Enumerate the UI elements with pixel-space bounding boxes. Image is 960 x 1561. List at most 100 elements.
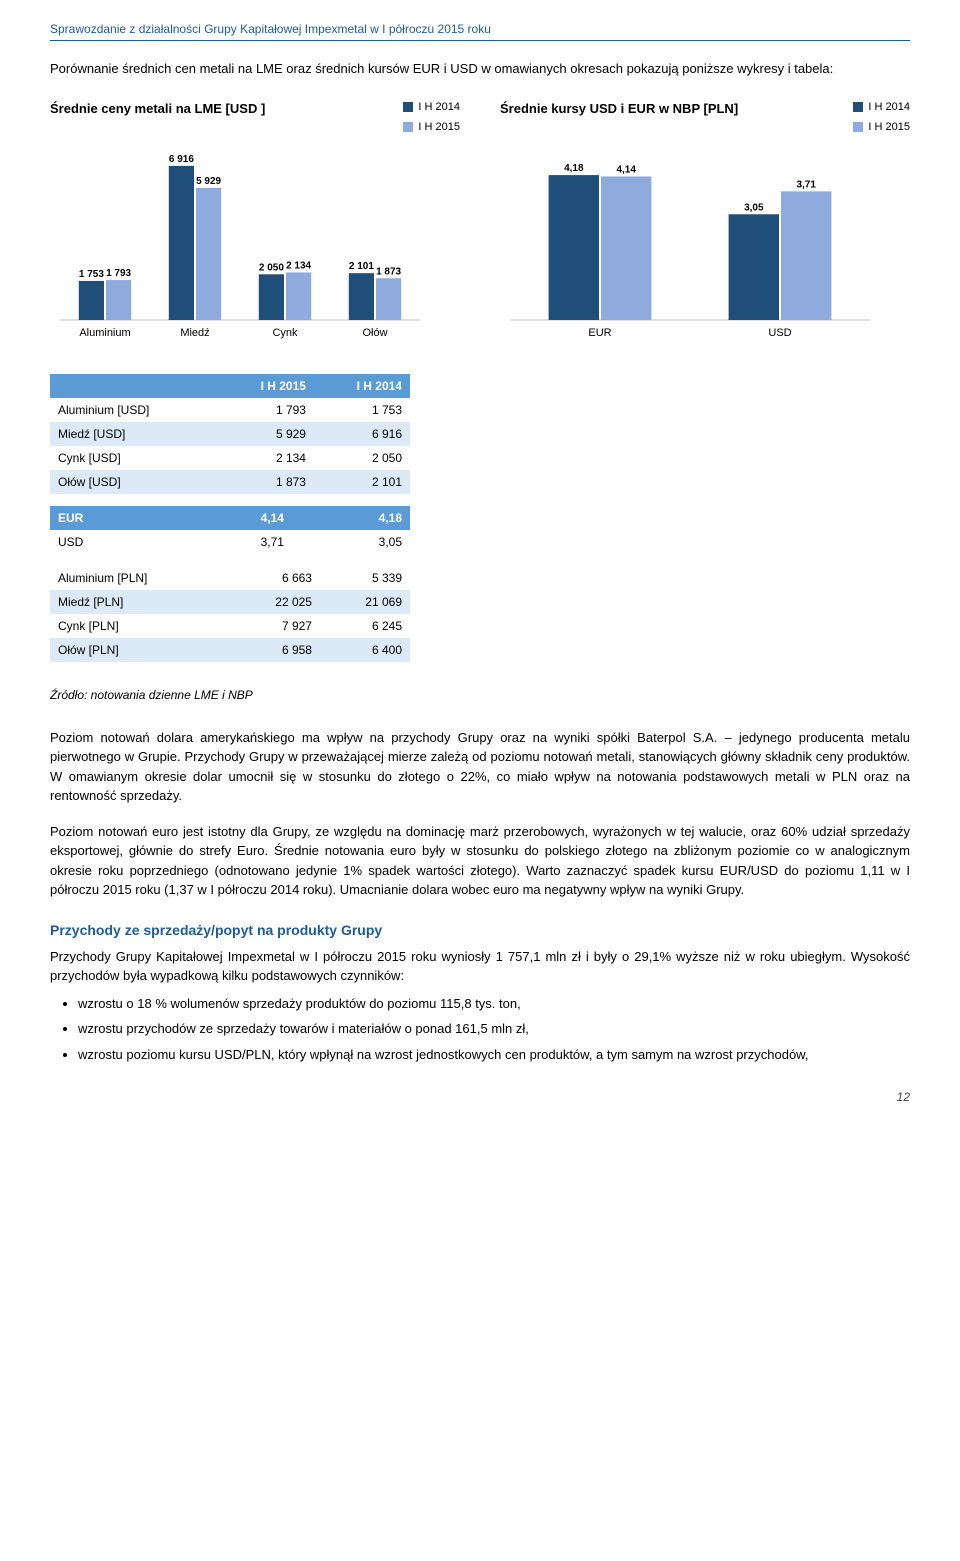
rates-table: EUR4,144,18USD3,713,05 xyxy=(50,506,410,554)
legend-label: I H 2014 xyxy=(868,99,910,116)
fx-chart-title: Średnie kursy USD i EUR w NBP [PLN] xyxy=(500,99,738,119)
bar-value-label: 1 753 xyxy=(79,268,104,279)
table-row: Aluminium [USD]1 7931 753 xyxy=(50,398,410,422)
bar xyxy=(781,191,831,320)
bar xyxy=(729,214,779,320)
legend-swatch xyxy=(853,102,863,112)
bar-value-label: 3,71 xyxy=(796,179,816,190)
bar-value-label: 4,18 xyxy=(564,163,584,174)
lme-chart-svg: 1 7531 793Aluminium6 9165 929Miedź2 0502… xyxy=(50,144,430,344)
bar-value-label: 1 873 xyxy=(376,266,401,277)
table-cell: Miedź [USD] xyxy=(50,422,218,446)
table-cell: 1 753 xyxy=(314,398,410,422)
th xyxy=(50,374,218,398)
table-cell: 3,71 xyxy=(174,530,292,554)
legend-label: I H 2015 xyxy=(868,119,910,136)
legend-item: I H 2014 xyxy=(853,99,910,116)
legend-label: I H 2015 xyxy=(418,119,460,136)
table-cell: 3,05 xyxy=(292,530,410,554)
table-row: Cynk [PLN]7 9276 245 xyxy=(50,614,410,638)
fx-chart-box: Średnie kursy USD i EUR w NBP [PLN] I H … xyxy=(500,99,910,344)
bar xyxy=(169,165,194,319)
table-cell: Ołów [USD] xyxy=(50,470,218,494)
table-cell: 2 101 xyxy=(314,470,410,494)
fx-chart-svg: 4,18 4,14 EUR 3,05 3,71 USD xyxy=(500,144,880,344)
paragraph-3: Przychody Grupy Kapitałowej Impexmetal w… xyxy=(50,947,910,986)
bar xyxy=(376,278,401,320)
legend-item: I H 2014 xyxy=(403,99,460,116)
legend-label: I H 2014 xyxy=(418,99,460,116)
bar-value-label: 3,05 xyxy=(744,202,764,213)
table-cell: Ołów [PLN] xyxy=(50,638,230,662)
bar xyxy=(106,280,131,320)
table-cell: 6 958 xyxy=(230,638,320,662)
legend-item: I H 2015 xyxy=(403,119,460,136)
table-cell: 22 025 xyxy=(230,590,320,614)
table-cell: Cynk [PLN] xyxy=(50,614,230,638)
table-row: Ołów [PLN]6 9586 400 xyxy=(50,638,410,662)
table-cell: 1 873 xyxy=(218,470,314,494)
category-label: Cynk xyxy=(272,327,298,339)
table-cell: 6 400 xyxy=(320,638,410,662)
tables-block: I H 2015 I H 2014 Aluminium [USD]1 7931 … xyxy=(50,374,410,662)
table-row: Miedź [USD]5 9296 916 xyxy=(50,422,410,446)
bar-value-label: 5 929 xyxy=(196,175,221,186)
table-cell: 4,14 xyxy=(174,506,292,530)
lme-chart-box: Średnie ceny metali na LME [USD ] I H 20… xyxy=(50,99,460,344)
table-cell: 7 927 xyxy=(230,614,320,638)
category-label: Ołów xyxy=(362,327,387,339)
source-note: Źródło: notowania dzienne LME i NBP xyxy=(50,686,910,704)
category-label: EUR xyxy=(588,327,611,339)
bar-value-label: 4,14 xyxy=(616,164,636,175)
bullet-item: wzrostu poziomu kursu USD/PLN, który wpł… xyxy=(78,1045,910,1065)
table-cell: Aluminium [USD] xyxy=(50,398,218,422)
bar xyxy=(549,175,599,320)
fx-legend: I H 2014 I H 2015 xyxy=(853,99,910,136)
table-cell: 2 050 xyxy=(314,446,410,470)
table-row: EUR4,144,18 xyxy=(50,506,410,530)
table-cell: 4,18 xyxy=(292,506,410,530)
table-row: Aluminium [PLN]6 6635 339 xyxy=(50,566,410,590)
table-row: USD3,713,05 xyxy=(50,530,410,554)
table-cell: Aluminium [PLN] xyxy=(50,566,230,590)
table-cell: 6 663 xyxy=(230,566,320,590)
table-cell: USD xyxy=(50,530,174,554)
bullet-list: wzrostu o 18 % wolumenów sprzedaży produ… xyxy=(78,994,910,1065)
table-cell: EUR xyxy=(50,506,174,530)
bar-value-label: 2 101 xyxy=(349,261,374,272)
legend-swatch xyxy=(403,122,413,132)
pln-table: Aluminium [PLN]6 6635 339Miedź [PLN]22 0… xyxy=(50,566,410,662)
lme-chart-title: Średnie ceny metali na LME [USD ] xyxy=(50,99,265,119)
th: I H 2015 xyxy=(218,374,314,398)
table-cell: 5 929 xyxy=(218,422,314,446)
table-cell: 21 069 xyxy=(320,590,410,614)
page-number: 12 xyxy=(50,1088,910,1106)
intro-paragraph: Porównanie średnich cen metali na LME or… xyxy=(50,59,910,79)
bar-value-label: 6 916 xyxy=(169,153,194,164)
table-cell: 2 134 xyxy=(218,446,314,470)
legend-swatch xyxy=(403,102,413,112)
usd-table: I H 2015 I H 2014 Aluminium [USD]1 7931 … xyxy=(50,374,410,494)
table-cell: 1 793 xyxy=(218,398,314,422)
bar xyxy=(349,273,374,320)
category-label: USD xyxy=(768,327,791,339)
bullet-item: wzrostu o 18 % wolumenów sprzedaży produ… xyxy=(78,994,910,1014)
lme-legend: I H 2014 I H 2015 xyxy=(403,99,460,136)
table-row: Miedź [PLN]22 02521 069 xyxy=(50,590,410,614)
th: I H 2014 xyxy=(314,374,410,398)
legend-swatch xyxy=(853,122,863,132)
table-row: Cynk [USD]2 1342 050 xyxy=(50,446,410,470)
bar xyxy=(196,187,221,319)
bar xyxy=(79,280,104,319)
table-cell: 6 916 xyxy=(314,422,410,446)
category-label: Miedź xyxy=(180,327,209,339)
paragraph-1: Poziom notowań dolara amerykańskiego ma … xyxy=(50,728,910,806)
table-cell: Miedź [PLN] xyxy=(50,590,230,614)
table-cell: Cynk [USD] xyxy=(50,446,218,470)
bar-value-label: 1 793 xyxy=(106,268,131,279)
bullet-item: wzrostu przychodów ze sprzedaży towarów … xyxy=(78,1019,910,1039)
section-heading: Przychody ze sprzedaży/popyt na produkty… xyxy=(50,920,910,941)
paragraph-2: Poziom notowań euro jest istotny dla Gru… xyxy=(50,822,910,900)
category-label: Aluminium xyxy=(79,327,130,339)
bar-value-label: 2 134 xyxy=(286,260,311,271)
